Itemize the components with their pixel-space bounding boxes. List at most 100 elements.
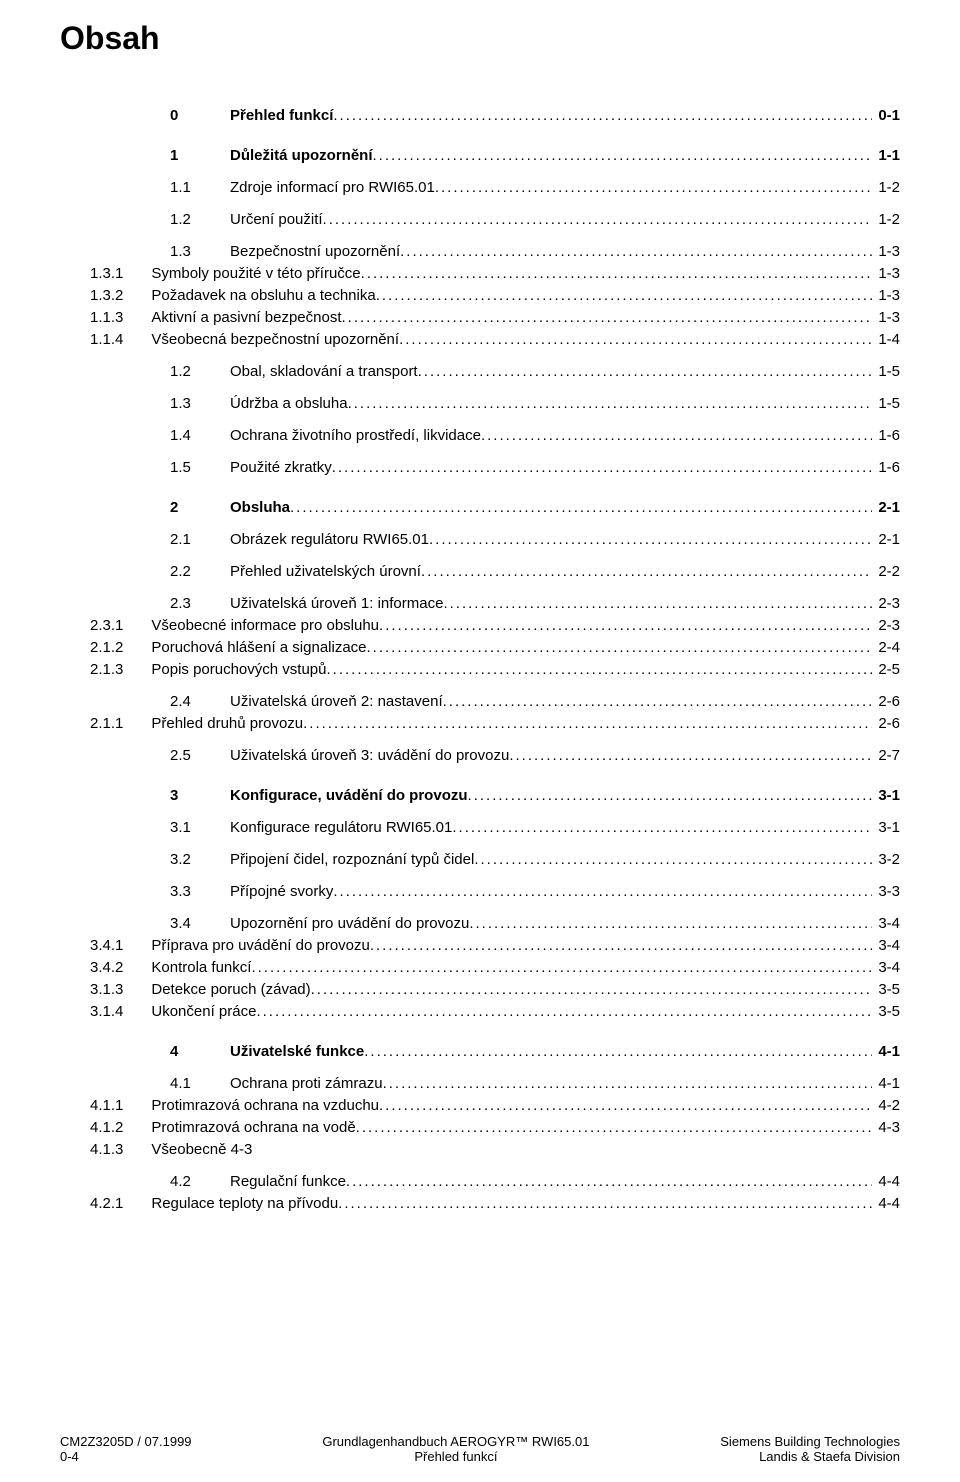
toc-entry: 3.4.1Příprava pro uvádění do provozu3-4 [90,937,900,955]
toc-entry-text: Ochrana proti zámrazu [230,1075,383,1093]
toc-leader-dots [364,1043,872,1061]
toc-entry-number: 4.1.2 [90,1119,151,1137]
toc-entry-text: Aktivní a pasivní bezpečnost [151,309,341,327]
toc-spacer [60,1163,900,1173]
table-of-contents: 0Přehled funkcí0-11Důležitá upozornění1-… [60,107,900,1213]
footer-section-title: Přehled funkcí [414,1449,497,1464]
toc-entry-page: 2-4 [872,639,900,657]
toc-entry-number: 2.3 [170,595,230,613]
toc-entry-page: 3-4 [872,937,900,955]
toc-spacer [60,873,900,883]
toc-entry-text: Zdroje informací pro RWI65.01 [230,179,435,197]
toc-leader-dots [333,883,872,901]
toc-entry-page: 2-6 [872,693,900,711]
toc-entry-text: Regulace teploty na přívodu [151,1195,338,1213]
toc-entry-text: Přehled druhů provozu [151,715,303,733]
toc-entry-page: 4-4 [872,1173,900,1191]
footer-right: Siemens Building Technologies Landis & S… [720,1434,900,1464]
toc-entry: 4.1Ochrana proti zámrazu4-1 [170,1075,900,1093]
toc-leader-dots [400,243,872,261]
toc-entry-number: 3.3 [170,883,230,901]
toc-entry-text: Poruchová hlášení a signalizace [151,639,366,657]
toc-entry: 4Uživatelské funkce4-1 [170,1043,900,1061]
toc-leader-dots [481,427,872,445]
toc-entry: 1.5Použité zkratky1-6 [170,459,900,477]
toc-entry: 1.1.4Všeobecná bezpečnostní upozornění1-… [90,331,900,349]
toc-entry-page: 1-5 [872,395,900,413]
toc-leader-dots [452,819,872,837]
footer-company: Siemens Building Technologies [720,1434,900,1449]
toc-spacer [60,129,900,147]
footer-doc-id: CM2Z3205D / 07.1999 [60,1434,192,1449]
toc-entry-text: Příprava pro uvádění do provozu [151,937,369,955]
toc-entry-number: 1.5 [170,459,230,477]
toc-entry-number: 4.1 [170,1075,230,1093]
toc-entry-page: 1-3 [872,243,900,261]
toc-leader-dots [356,1119,873,1137]
footer-left: CM2Z3205D / 07.1999 0-4 [60,1434,192,1464]
toc-entry-page: 3-1 [872,819,900,837]
toc-entry-text: Přehled funkcí [230,107,333,125]
toc-entry-text: Ochrana životního prostředí, likvidace [230,427,481,445]
footer-page-number: 0-4 [60,1449,192,1464]
toc-leader-dots [348,395,873,413]
toc-leader-dots [429,531,872,549]
toc-entry-page: 2-1 [872,499,900,517]
toc-spacer [60,1025,900,1043]
toc-entry-text: Obal, skladování a transport [230,363,418,381]
toc-entry-number: 1 [170,147,230,165]
toc-entry-page: 2-2 [872,563,900,581]
toc-entry-page: 2-5 [872,661,900,679]
toc-entry: 1.2Určení použití1-2 [170,211,900,229]
toc-entry-number: 1.1.4 [90,331,151,349]
toc-entry-text: Přehled uživatelských úrovní [230,563,421,581]
toc-spacer [60,385,900,395]
toc-entry-number: 4.2.1 [90,1195,151,1213]
toc-leader-dots [370,937,872,955]
toc-entry-page: 4-3 [872,1119,900,1137]
toc-leader-dots [468,787,873,805]
toc-entry-number: 2.2 [170,563,230,581]
toc-leader-dots [361,265,873,283]
toc-entry-page: 4-1 [872,1043,900,1061]
toc-spacer [60,809,900,819]
toc-entry-number: 2.3.1 [90,617,151,635]
toc-entry-text: Uživatelské funkce [230,1043,364,1061]
toc-entry: 2.1.3Popis poruchových vstupů2-5 [90,661,900,679]
toc-entry-number: 2.5 [170,747,230,765]
toc-entry-page: 2-1 [872,531,900,549]
toc-entry-number: 2.1.1 [90,715,151,733]
toc-entry-page: 3-4 [872,915,900,933]
toc-entry-number: 2.1 [170,531,230,549]
toc-entry-text: Detekce poruch (závad) [151,981,310,999]
toc-entry-text: Důležitá upozornění [230,147,373,165]
toc-entry: 2.1.1Přehled druhů provozu 2-6 [90,715,900,733]
toc-spacer [60,737,900,747]
toc-leader-dots [252,1141,900,1159]
toc-entry-page: 2-6 [872,715,900,733]
toc-entry-page: 1-3 [872,265,900,283]
toc-leader-dots [474,851,872,869]
toc-spacer [60,905,900,915]
footer-division: Landis & Staefa Division [759,1449,900,1464]
toc-entry-text: Údržba a obsluha [230,395,348,413]
toc-entry-page: 1-6 [872,459,900,477]
toc-entry-number: 2.1.3 [90,661,151,679]
toc-entry-text: Kontrola funkcí [151,959,251,977]
toc-entry-page: 2-3 [872,595,900,613]
toc-entry-text: Obrázek regulátoru RWI65.01 [230,531,429,549]
toc-entry-text: Uživatelská úroveň 3: uvádění do provozu [230,747,509,765]
toc-entry-page: 4-4 [872,1195,900,1213]
toc-entry: 1.1.3Aktivní a pasivní bezpečnost1-3 [90,309,900,327]
toc-leader-dots [332,459,873,477]
toc-entry-number: 2 [170,499,230,517]
page-title: Obsah [60,20,900,57]
toc-entry-text: Uživatelská úroveň 1: informace [230,595,443,613]
toc-spacer [60,769,900,787]
toc-leader-dots [418,363,873,381]
toc-entry-page: 1-6 [872,427,900,445]
toc-entry-number: 1.3.2 [90,287,151,305]
toc-leader-dots [251,959,872,977]
toc-entry-number: 3.4.2 [90,959,151,977]
toc-entry-number: 3.1 [170,819,230,837]
